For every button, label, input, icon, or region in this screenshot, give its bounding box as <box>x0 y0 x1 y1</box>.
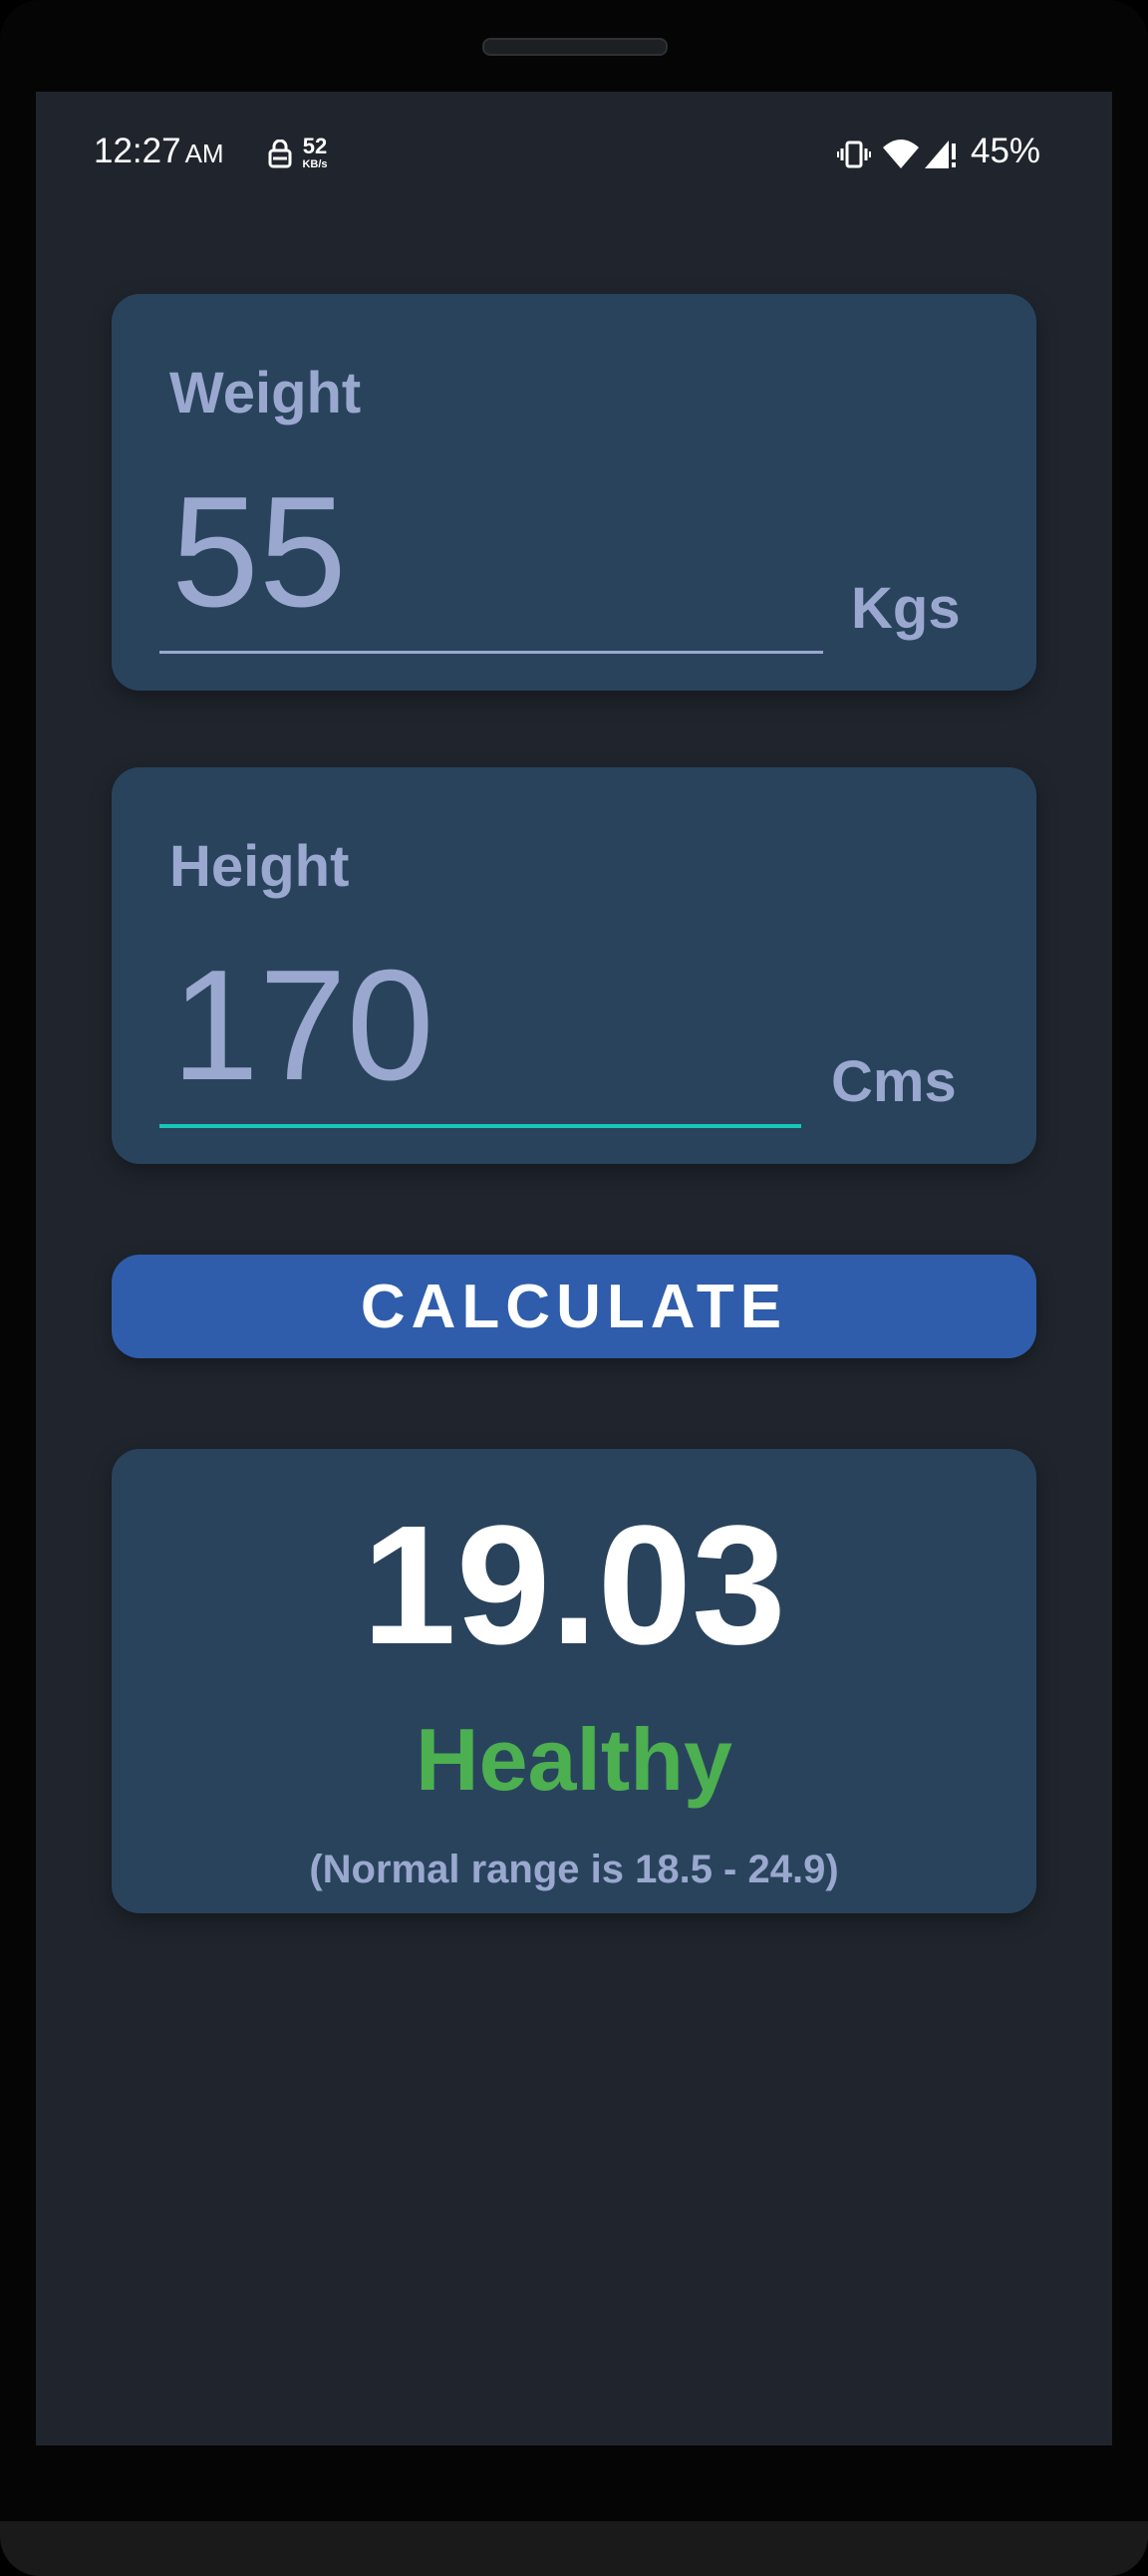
network-speed: 52 KB/s <box>293 136 337 170</box>
status-time: 12:27 AM <box>94 132 224 171</box>
calculate-button-label: CALCULATE <box>360 1272 788 1341</box>
vibrate-icon <box>837 140 871 174</box>
weight-label: Weight <box>169 361 362 426</box>
network-speed-value: 52 <box>302 134 328 158</box>
app-screen: 12:27 AM 52 KB/s <box>36 92 1112 2445</box>
height-unit: Cms <box>831 1049 957 1114</box>
signal-icon <box>923 138 957 174</box>
bmi-status: Healthy <box>416 1710 732 1809</box>
height-input[interactable]: 170 <box>171 938 434 1113</box>
status-time-value: 12:27 <box>94 132 181 170</box>
weight-card: Weight 55 Kgs <box>112 294 1036 691</box>
battery-percent: 45% <box>971 132 1041 170</box>
network-speed-unit: KB/s <box>302 158 328 170</box>
calculate-button[interactable]: CALCULATE <box>112 1255 1036 1358</box>
status-time-ampm: AM <box>184 139 224 168</box>
normal-range-note: (Normal range is 18.5 - 24.9) <box>309 1848 839 1891</box>
weight-input[interactable]: 55 <box>171 464 347 640</box>
height-label: Height <box>169 834 350 899</box>
vpn-key-icon <box>267 139 293 174</box>
height-card: Height 170 Cms <box>112 767 1036 1164</box>
height-input-underline-focused <box>159 1124 801 1128</box>
status-bar: 12:27 AM 52 KB/s <box>36 92 1112 221</box>
weight-unit: Kgs <box>851 576 961 641</box>
earpiece-speaker <box>482 38 668 56</box>
weight-input-underline <box>159 651 823 654</box>
result-card: 19.03 Healthy (Normal range is 18.5 - 24… <box>112 1449 1036 1913</box>
phone-chin <box>0 2521 1148 2576</box>
wifi-icon <box>883 138 919 174</box>
bmi-result-value: 19.03 <box>362 1491 786 1680</box>
